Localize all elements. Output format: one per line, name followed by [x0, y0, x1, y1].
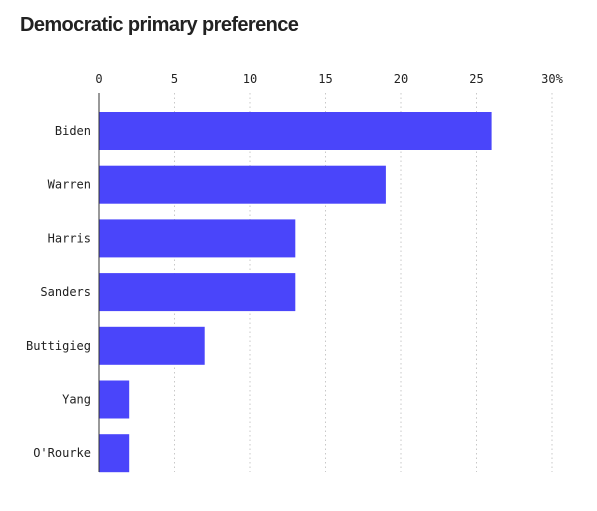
bar	[99, 273, 296, 312]
x-tick-label: 25	[469, 72, 483, 86]
chart-title: Democratic primary preference	[20, 14, 299, 36]
category-label: Biden	[55, 124, 91, 138]
bar	[99, 165, 386, 204]
bar	[99, 326, 205, 365]
x-tick-label: 10	[243, 72, 257, 86]
bar	[99, 434, 130, 473]
x-tick-label: 0	[95, 72, 102, 86]
category-label: Yang	[62, 393, 91, 407]
x-tick-label: 15	[318, 72, 332, 86]
x-tick-label: 5	[171, 72, 178, 86]
bar	[99, 219, 296, 258]
x-tick-label: 30%	[541, 72, 563, 86]
x-tick-label: 20	[394, 72, 408, 86]
category-label: Sanders	[40, 285, 91, 299]
category-label: Warren	[48, 178, 91, 192]
bar	[99, 112, 492, 150]
category-label: Harris	[48, 231, 91, 245]
bar	[99, 380, 130, 419]
category-label: Buttigieg	[26, 339, 91, 353]
category-label: O'Rourke	[33, 446, 91, 460]
